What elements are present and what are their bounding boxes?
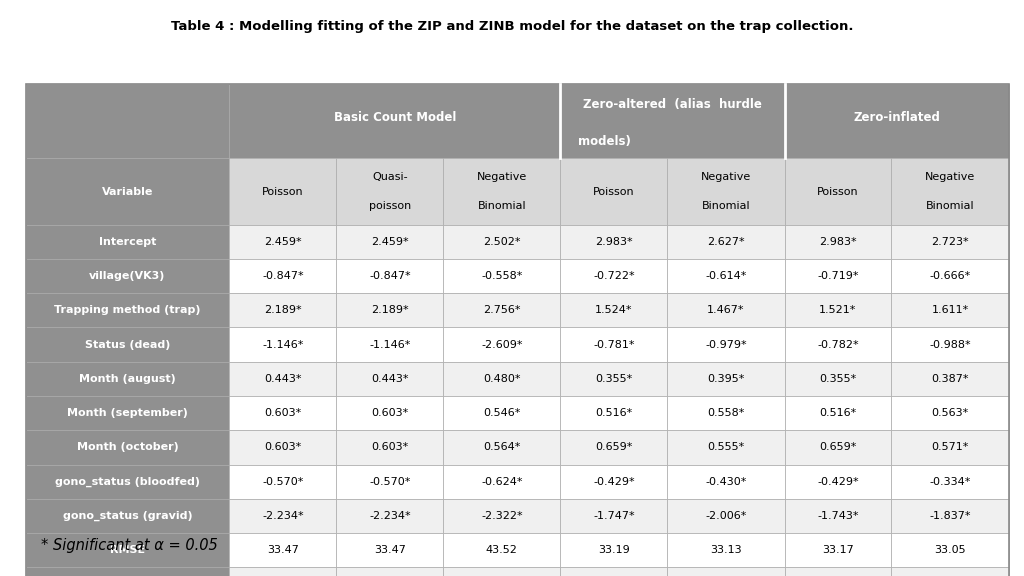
Text: -0.782*: -0.782*: [817, 340, 859, 350]
Text: 0.564*: 0.564*: [483, 442, 520, 452]
Text: 2.189*: 2.189*: [371, 305, 409, 315]
Text: 0.516*: 0.516*: [595, 408, 633, 418]
Text: Variable: Variable: [101, 187, 154, 196]
Text: Binomial: Binomial: [701, 201, 751, 211]
Text: Month (september): Month (september): [67, 408, 188, 418]
Text: 0.603*: 0.603*: [371, 408, 409, 418]
Text: Intercept: Intercept: [98, 237, 156, 247]
Text: -0.722*: -0.722*: [593, 271, 635, 281]
Text: -1.146*: -1.146*: [262, 340, 303, 350]
Text: -2.234*: -2.234*: [262, 511, 304, 521]
Text: -1.146*: -1.146*: [369, 340, 411, 350]
Text: Zero-altered  (alias  hurdle: Zero-altered (alias hurdle: [583, 98, 762, 111]
Text: -0.334*: -0.334*: [930, 477, 971, 487]
Text: 33.05: 33.05: [934, 545, 966, 555]
Text: 2.502*: 2.502*: [483, 237, 520, 247]
Text: Status (dead): Status (dead): [85, 340, 170, 350]
Text: 0.555*: 0.555*: [708, 442, 744, 452]
Text: 0.571*: 0.571*: [932, 442, 969, 452]
Text: 0.355*: 0.355*: [819, 374, 857, 384]
Text: -0.430*: -0.430*: [706, 477, 746, 487]
Text: poisson: poisson: [369, 201, 411, 211]
Text: 1.467*: 1.467*: [708, 305, 744, 315]
Text: -2.006*: -2.006*: [706, 511, 746, 521]
Text: -1.747*: -1.747*: [593, 511, 635, 521]
Text: 0.480*: 0.480*: [483, 374, 520, 384]
Text: RMSE: RMSE: [110, 545, 145, 555]
Text: -0.429*: -0.429*: [593, 477, 635, 487]
Text: Basic Count Model: Basic Count Model: [334, 111, 456, 124]
Text: 33.17: 33.17: [822, 545, 854, 555]
Text: -2.322*: -2.322*: [481, 511, 522, 521]
Text: 0.659*: 0.659*: [595, 442, 633, 452]
Text: 33.47: 33.47: [374, 545, 406, 555]
Text: models): models): [579, 135, 631, 149]
Text: Quasi-: Quasi-: [372, 172, 408, 182]
Text: -0.719*: -0.719*: [817, 271, 859, 281]
Text: gono_status (bloodfed): gono_status (bloodfed): [55, 476, 200, 487]
Text: -0.429*: -0.429*: [817, 477, 859, 487]
Text: 2.723*: 2.723*: [931, 237, 969, 247]
Text: 2.983*: 2.983*: [595, 237, 633, 247]
Text: -0.614*: -0.614*: [706, 271, 746, 281]
Text: Zero-inflated: Zero-inflated: [853, 111, 940, 124]
Text: 33.47: 33.47: [267, 545, 299, 555]
Text: 2.756*: 2.756*: [483, 305, 520, 315]
Text: -0.558*: -0.558*: [481, 271, 522, 281]
Text: 0.603*: 0.603*: [264, 442, 301, 452]
Text: gono_status (gravid): gono_status (gravid): [62, 511, 193, 521]
Text: 1.521*: 1.521*: [819, 305, 857, 315]
Text: Month (october): Month (october): [77, 442, 178, 452]
Text: 2.627*: 2.627*: [708, 237, 744, 247]
Text: Month (august): Month (august): [79, 374, 176, 384]
Text: 43.52: 43.52: [486, 545, 518, 555]
Text: 0.443*: 0.443*: [371, 374, 409, 384]
Text: 1.611*: 1.611*: [932, 305, 969, 315]
Text: Negative: Negative: [700, 172, 751, 182]
Text: -1.837*: -1.837*: [930, 511, 971, 521]
Text: -1.743*: -1.743*: [817, 511, 859, 521]
Text: -0.847*: -0.847*: [369, 271, 411, 281]
Text: 2.459*: 2.459*: [371, 237, 409, 247]
Text: 0.659*: 0.659*: [819, 442, 857, 452]
Text: -0.624*: -0.624*: [481, 477, 522, 487]
Text: -2.609*: -2.609*: [481, 340, 522, 350]
Text: 0.558*: 0.558*: [708, 408, 744, 418]
Text: 0.516*: 0.516*: [819, 408, 857, 418]
Text: Poisson: Poisson: [593, 187, 635, 196]
Text: 0.603*: 0.603*: [264, 408, 301, 418]
Text: -0.781*: -0.781*: [593, 340, 635, 350]
Text: Table 4 : Modelling fitting of the ZIP and ZINB model for the dataset on the tra: Table 4 : Modelling fitting of the ZIP a…: [171, 20, 853, 33]
Text: -0.570*: -0.570*: [262, 477, 303, 487]
Text: Binomial: Binomial: [477, 201, 526, 211]
Text: 0.603*: 0.603*: [371, 442, 409, 452]
Text: Binomial: Binomial: [926, 201, 975, 211]
Text: 0.546*: 0.546*: [483, 408, 520, 418]
Text: Trapping method (trap): Trapping method (trap): [54, 305, 201, 315]
Text: 33.13: 33.13: [710, 545, 741, 555]
Text: 0.395*: 0.395*: [708, 374, 744, 384]
Text: 2.459*: 2.459*: [264, 237, 302, 247]
Text: Poisson: Poisson: [262, 187, 304, 196]
Text: 2.983*: 2.983*: [819, 237, 857, 247]
Text: -0.979*: -0.979*: [706, 340, 746, 350]
Text: 1.524*: 1.524*: [595, 305, 633, 315]
Text: Poisson: Poisson: [817, 187, 859, 196]
Text: 33.19: 33.19: [598, 545, 630, 555]
Text: Negative: Negative: [477, 172, 527, 182]
Text: -0.988*: -0.988*: [929, 340, 971, 350]
Text: 0.563*: 0.563*: [932, 408, 969, 418]
Text: 0.443*: 0.443*: [264, 374, 302, 384]
Text: * Significant at α = 0.05: * Significant at α = 0.05: [41, 538, 218, 553]
Text: 0.387*: 0.387*: [931, 374, 969, 384]
Text: 2.189*: 2.189*: [264, 305, 302, 315]
Text: -0.570*: -0.570*: [369, 477, 411, 487]
Text: village(VK3): village(VK3): [89, 271, 166, 281]
Text: -0.847*: -0.847*: [262, 271, 304, 281]
Text: Negative: Negative: [925, 172, 975, 182]
Text: -2.234*: -2.234*: [369, 511, 411, 521]
Text: 0.355*: 0.355*: [595, 374, 633, 384]
Text: -0.666*: -0.666*: [930, 271, 971, 281]
